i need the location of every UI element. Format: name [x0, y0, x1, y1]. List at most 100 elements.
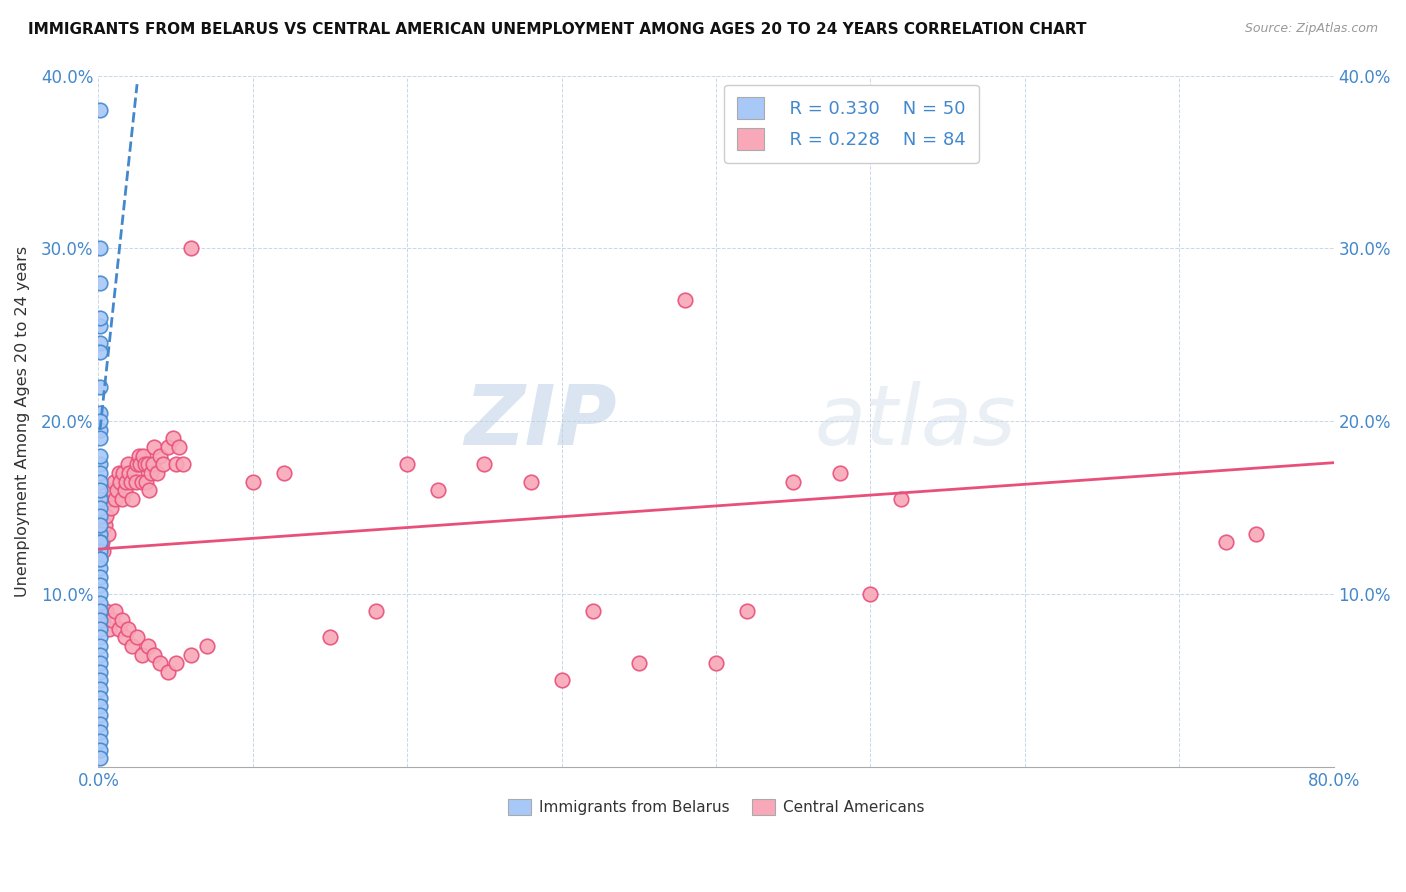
Point: [366, 604, 388, 618]
Point: [152, 458, 174, 472]
Text: atlas: atlas: [815, 381, 1017, 462]
Point: [89, 690, 111, 705]
Point: [1246, 526, 1268, 541]
Point: [100, 500, 122, 515]
Point: [89, 742, 111, 756]
Point: [89, 587, 111, 601]
Point: [319, 630, 342, 644]
Point: [89, 535, 111, 549]
Point: [627, 656, 650, 670]
Point: [149, 449, 172, 463]
Point: [165, 458, 187, 472]
Point: [112, 466, 135, 480]
Point: [172, 458, 194, 472]
Point: [89, 414, 111, 428]
Point: [89, 596, 111, 610]
Point: [98, 491, 121, 506]
Point: [165, 656, 187, 670]
Point: [89, 639, 111, 653]
Point: [143, 648, 166, 662]
Point: [121, 639, 143, 653]
Point: [111, 613, 134, 627]
Point: [90, 535, 112, 549]
Point: [89, 716, 111, 731]
Point: [89, 751, 111, 765]
Point: [135, 475, 157, 489]
Point: [89, 725, 111, 739]
Point: [89, 552, 111, 566]
Point: [101, 483, 124, 498]
Point: [156, 440, 179, 454]
Text: IMMIGRANTS FROM BELARUS VS CENTRAL AMERICAN UNEMPLOYMENT AMONG AGES 20 TO 24 YEA: IMMIGRANTS FROM BELARUS VS CENTRAL AMERI…: [28, 22, 1087, 37]
Point: [180, 241, 202, 255]
Point: [125, 458, 148, 472]
Point: [136, 639, 159, 653]
Point: [273, 466, 295, 480]
Point: [735, 604, 758, 618]
Point: [129, 458, 152, 472]
Point: [115, 475, 138, 489]
Point: [520, 475, 543, 489]
Point: [131, 648, 153, 662]
Legend: Immigrants from Belarus, Central Americans: Immigrants from Belarus, Central America…: [502, 793, 931, 822]
Point: [89, 526, 111, 541]
Point: [890, 491, 912, 506]
Point: [141, 458, 163, 472]
Point: [89, 734, 111, 748]
Point: [167, 440, 190, 454]
Point: [474, 458, 496, 472]
Point: [131, 475, 153, 489]
Point: [704, 656, 727, 670]
Point: [89, 535, 111, 549]
Point: [89, 319, 111, 334]
Point: [89, 103, 111, 117]
Point: [581, 604, 603, 618]
Point: [105, 483, 128, 498]
Text: Source: ZipAtlas.com: Source: ZipAtlas.com: [1244, 22, 1378, 36]
Point: [673, 293, 696, 308]
Point: [162, 432, 184, 446]
Point: [242, 475, 264, 489]
Point: [139, 466, 162, 480]
Point: [89, 241, 111, 255]
Point: [89, 276, 111, 290]
Point: [104, 491, 127, 506]
Point: [125, 630, 148, 644]
Point: [396, 458, 419, 472]
Point: [93, 517, 115, 532]
Point: [134, 458, 156, 472]
Point: [89, 345, 111, 359]
Point: [89, 423, 111, 437]
Point: [107, 622, 129, 636]
Point: [180, 648, 202, 662]
Point: [89, 432, 111, 446]
Point: [828, 466, 851, 480]
Point: [782, 475, 804, 489]
Point: [121, 491, 143, 506]
Point: [89, 491, 111, 506]
Point: [120, 475, 142, 489]
Point: [89, 544, 111, 558]
Point: [97, 526, 120, 541]
Point: [89, 552, 111, 566]
Point: [91, 544, 114, 558]
Point: [132, 449, 155, 463]
Point: [89, 656, 111, 670]
Point: [117, 622, 139, 636]
Point: [89, 449, 111, 463]
Point: [101, 613, 124, 627]
Point: [89, 526, 111, 541]
Point: [146, 466, 169, 480]
Text: ZIP: ZIP: [464, 381, 617, 462]
Point: [117, 458, 139, 472]
Point: [89, 604, 111, 618]
Point: [89, 336, 111, 351]
Point: [103, 475, 125, 489]
Point: [89, 673, 111, 688]
Point: [89, 699, 111, 714]
Point: [89, 570, 111, 584]
Point: [89, 613, 111, 627]
Point: [118, 466, 141, 480]
Point: [108, 475, 131, 489]
Point: [89, 682, 111, 697]
